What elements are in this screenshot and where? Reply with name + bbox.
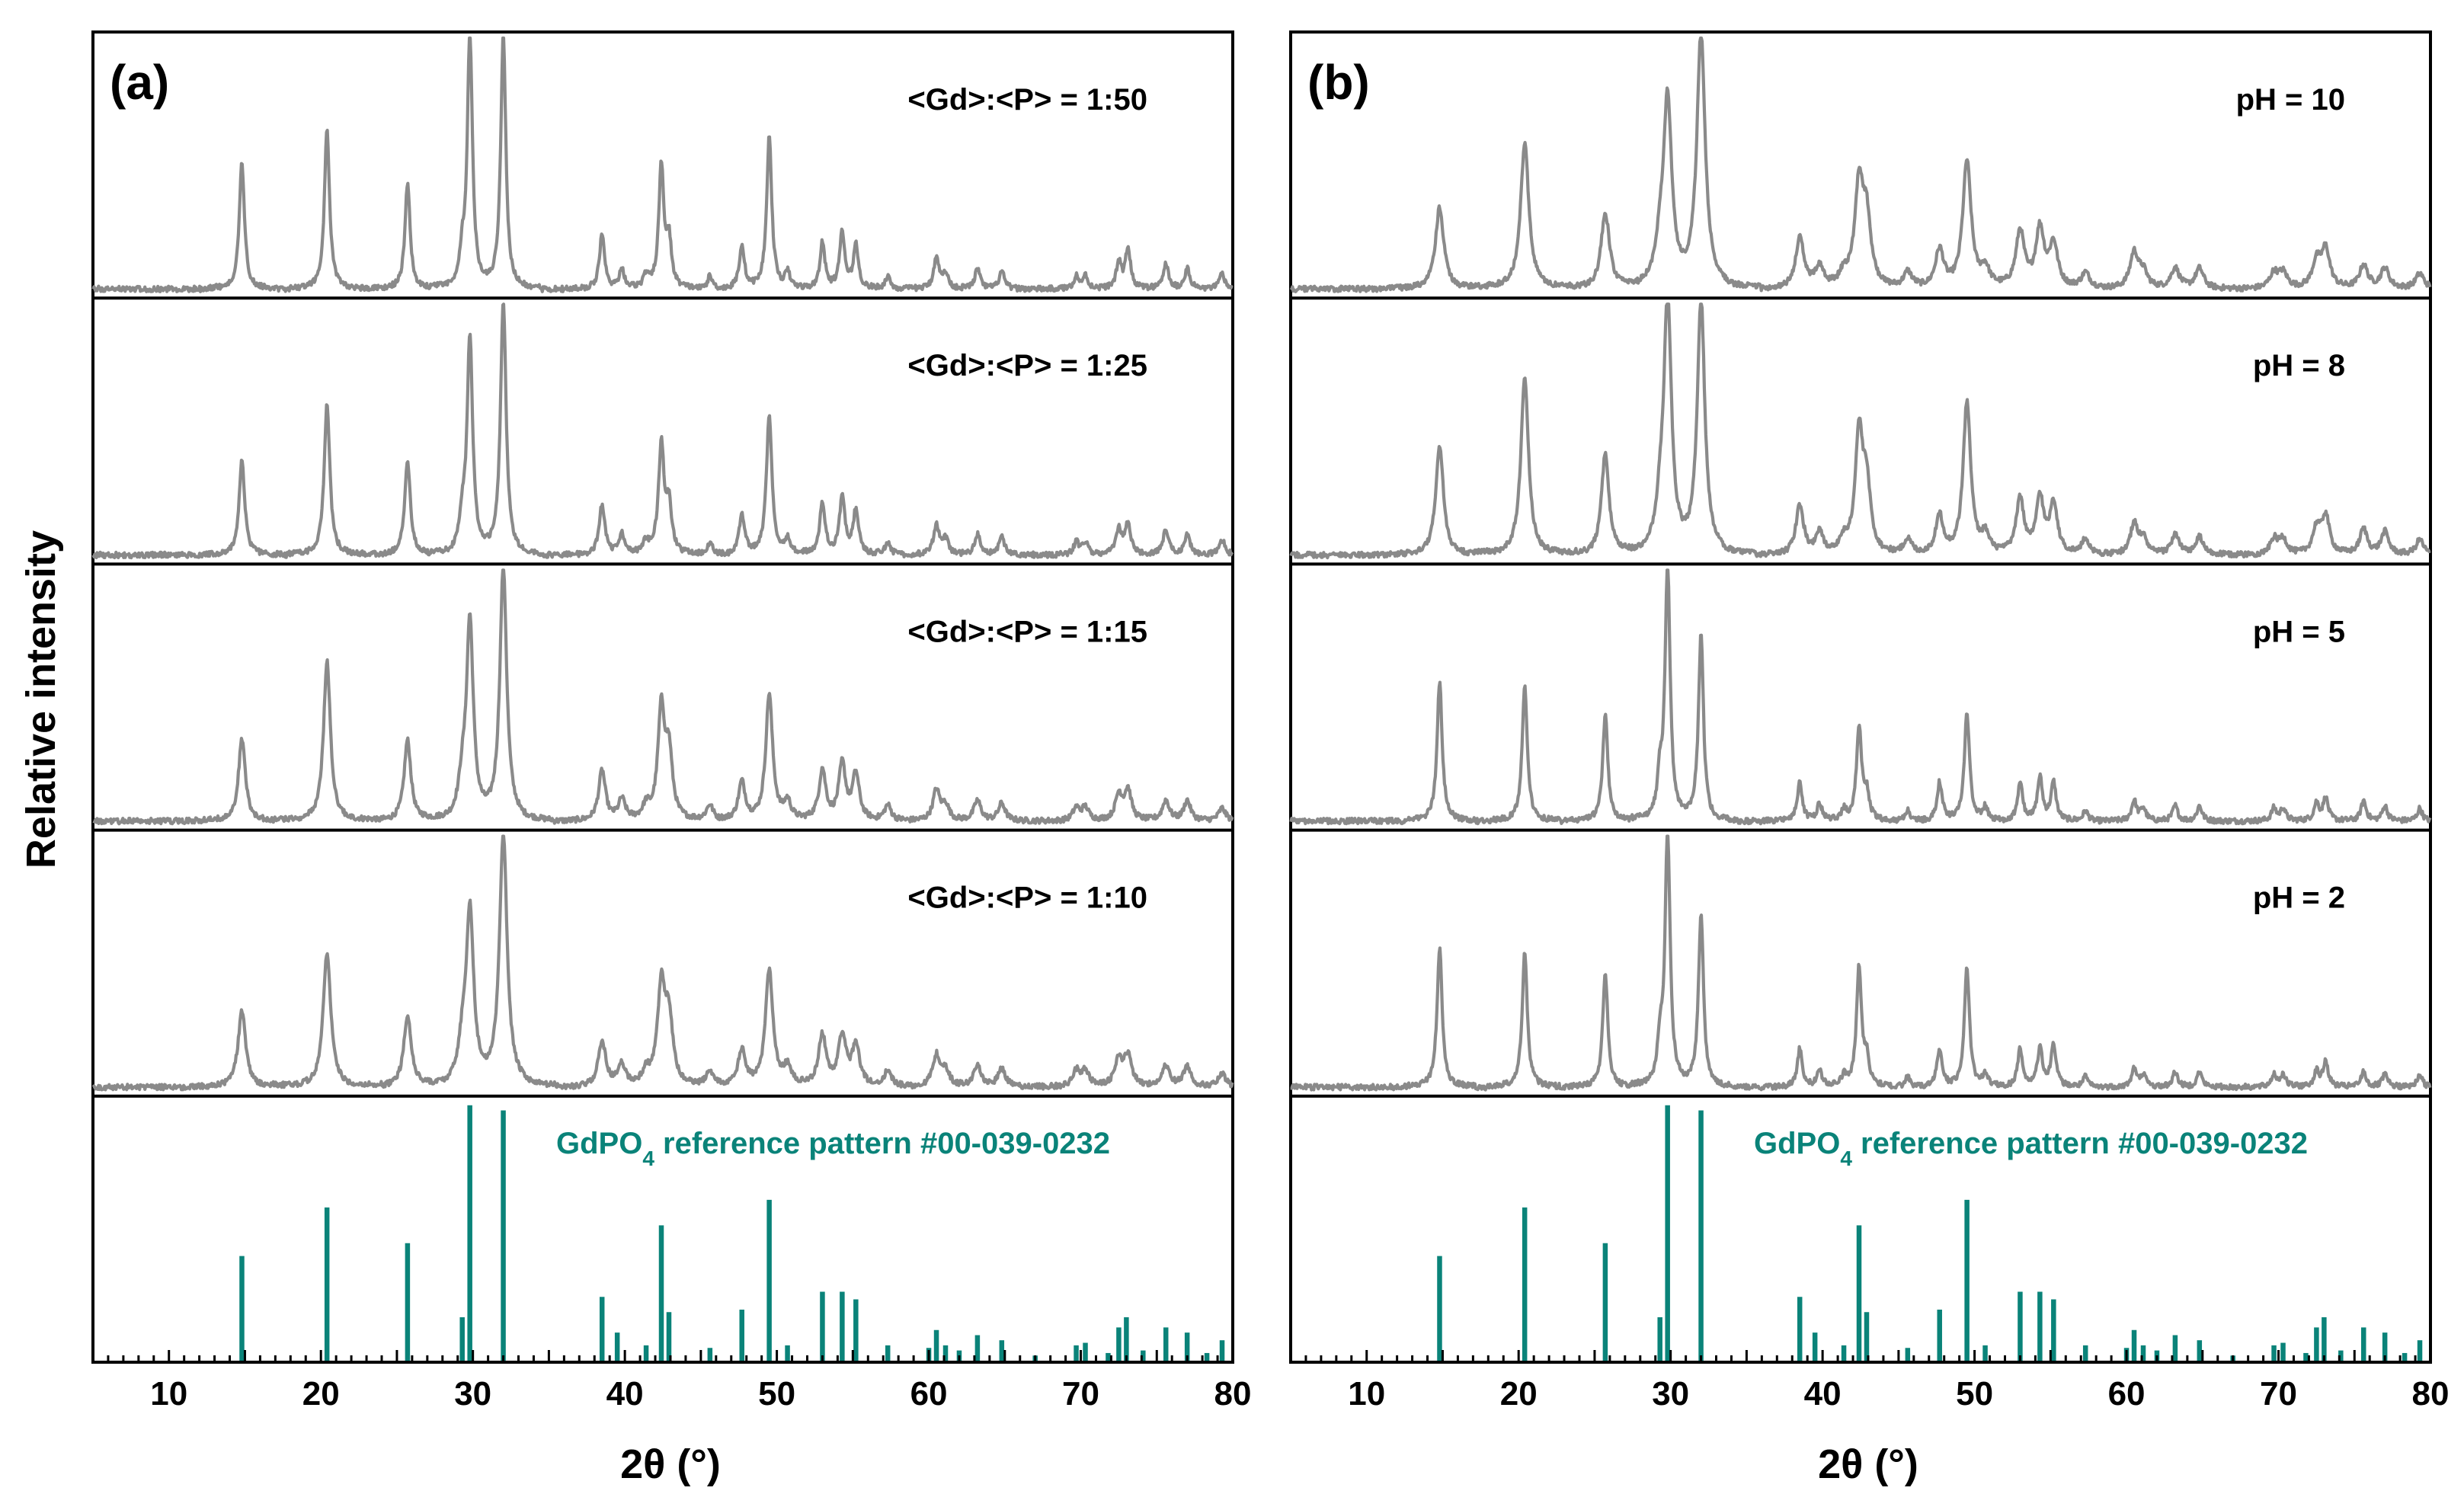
reference-label: GdPO4 reference pattern #00-039-0232 xyxy=(556,1127,1110,1170)
x-tick-label: 80 xyxy=(1214,1375,1252,1412)
series-label: <Gd>:<P> = 1:10 xyxy=(907,881,1147,915)
x-tick-label: 20 xyxy=(1500,1375,1538,1412)
x-tick-label: 70 xyxy=(2260,1375,2297,1412)
x-tick-label: 30 xyxy=(1652,1375,1689,1412)
reference-label: GdPO4 reference pattern #00-039-0232 xyxy=(1754,1127,2308,1170)
panel-a: (a) <Gd>:<P> = 1:50 <Gd>:<P> = 1:25 <Gd>:<P… xyxy=(91,30,1252,1487)
x-tick-label: 40 xyxy=(1804,1375,1842,1412)
trace-ph-10 xyxy=(1289,36,2432,293)
x-tick-label: 30 xyxy=(454,1375,491,1412)
x-tick-label: 50 xyxy=(1956,1375,1993,1412)
y-axis-label: Relative intensity xyxy=(18,530,64,869)
x-tick-label: 60 xyxy=(2108,1375,2146,1412)
series-label: pH = 8 xyxy=(2253,349,2345,382)
trace-gd-p-1-25 xyxy=(91,302,1234,560)
series-label: <Gd>:<P> = 1:25 xyxy=(907,349,1147,382)
x-tick-label: 50 xyxy=(758,1375,795,1412)
x-tick-label: 20 xyxy=(302,1375,340,1412)
series-label: pH = 5 xyxy=(2253,615,2345,648)
series-label: pH = 10 xyxy=(2236,83,2345,117)
panel-frame xyxy=(1289,30,2432,1364)
trace-ph-5 xyxy=(1289,568,2432,826)
x-tick-label: 10 xyxy=(150,1375,187,1412)
series-label: <Gd>:<P> = 1:50 xyxy=(907,83,1147,117)
trace-ph-8 xyxy=(1289,302,2431,560)
series-label: pH = 2 xyxy=(2253,881,2345,915)
trace-gd-p-1-15 xyxy=(92,568,1234,826)
x-axis-label: 2θ (°) xyxy=(620,1441,721,1487)
panel-tag: (a) xyxy=(110,55,169,110)
trace-gd-p-1-10 xyxy=(91,834,1234,1092)
panel-b: (b) pH = 10 pH = 8 pH = 5 pH = 2 GdPO4 refere… xyxy=(1289,30,2450,1487)
x-tick-label: 10 xyxy=(1348,1375,1385,1412)
panel-frame xyxy=(91,30,1234,1364)
x-tick-label: 70 xyxy=(1062,1375,1099,1412)
x-tick-label: 40 xyxy=(606,1375,644,1412)
series-label: <Gd>:<P> = 1:15 xyxy=(907,615,1147,648)
trace-gd-p-1-50 xyxy=(91,36,1234,293)
x-tick-label: 60 xyxy=(910,1375,948,1412)
trace-ph-2 xyxy=(1290,834,2432,1092)
panel-tag: (b) xyxy=(1307,55,1370,110)
x-axis-label: 2θ (°) xyxy=(1818,1441,1918,1487)
x-tick-label: 80 xyxy=(2412,1375,2450,1412)
